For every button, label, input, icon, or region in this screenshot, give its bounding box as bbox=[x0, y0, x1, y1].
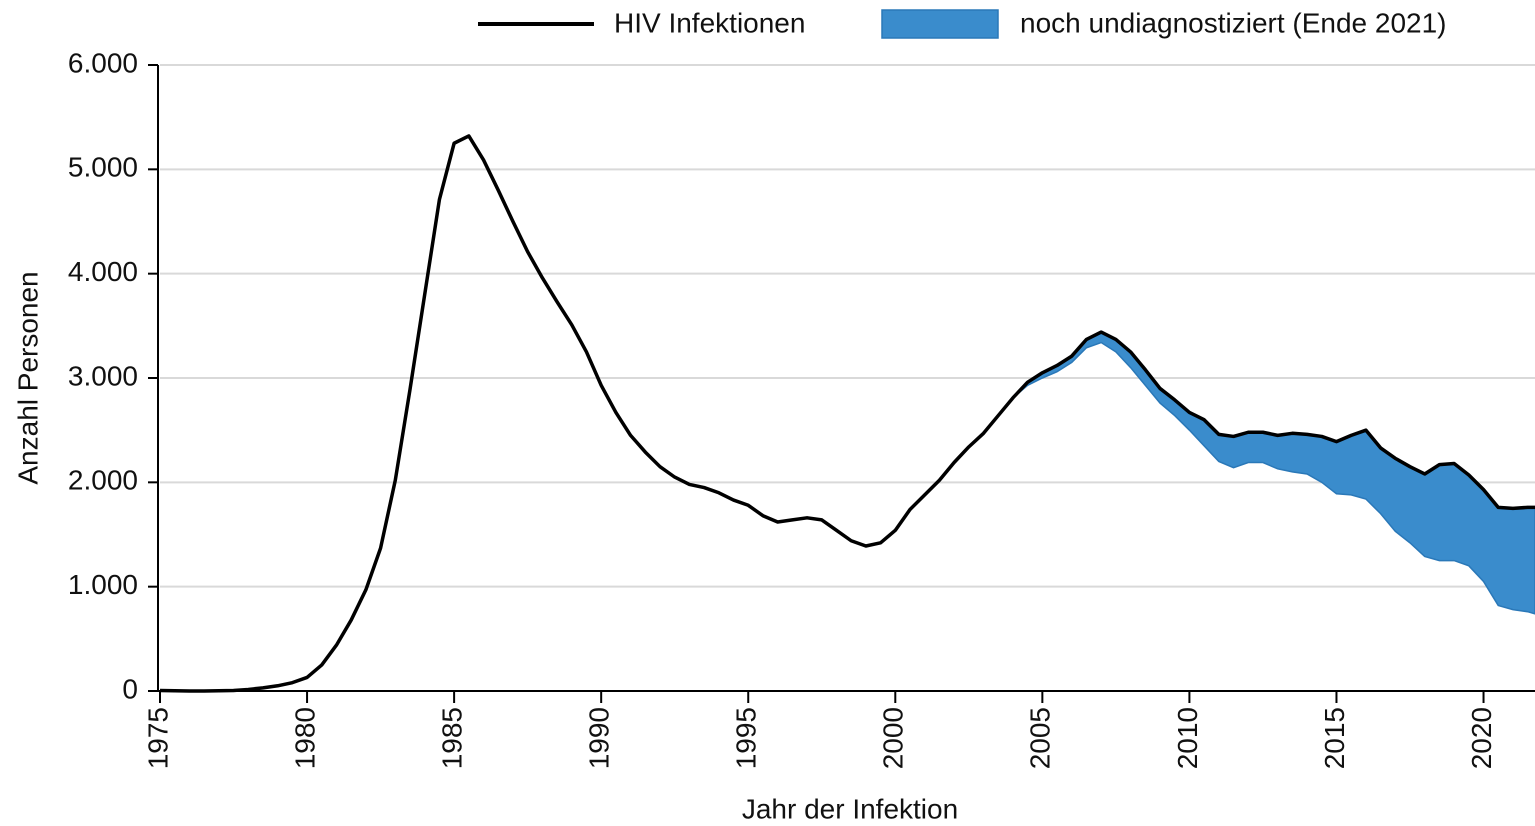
x-tick-label: 1995 bbox=[731, 707, 762, 769]
y-axis-label: Anzahl Personen bbox=[12, 271, 43, 484]
y-tick-label: 0 bbox=[122, 673, 138, 704]
x-tick-label: 2000 bbox=[878, 707, 909, 769]
x-tick-label: 1980 bbox=[289, 707, 320, 769]
y-tick-label: 1.000 bbox=[68, 569, 138, 600]
infection-line bbox=[159, 134, 1535, 693]
x-tick-label: 1975 bbox=[142, 707, 173, 769]
legend-label: noch undiagnostiziert (Ende 2021) bbox=[1020, 7, 1447, 38]
y-tick-label: 3.000 bbox=[68, 360, 138, 391]
legend-label: HIV Infektionen bbox=[614, 7, 805, 38]
undiagnosed-area bbox=[1012, 331, 1535, 615]
x-tick-label: 2020 bbox=[1466, 707, 1497, 769]
legend-swatch bbox=[881, 9, 999, 39]
y-tick-label: 4.000 bbox=[68, 256, 138, 287]
x-tick-label: 2010 bbox=[1172, 707, 1203, 769]
y-tick-label: 2.000 bbox=[68, 465, 138, 496]
x-tick-label: 2015 bbox=[1319, 707, 1350, 769]
y-tick-label: 6.000 bbox=[68, 47, 138, 78]
x-axis-label: Jahr der Infektion bbox=[742, 793, 958, 824]
x-tick-label: 1990 bbox=[584, 707, 615, 769]
x-tick-label: 1985 bbox=[437, 707, 468, 769]
y-tick-label: 5.000 bbox=[68, 152, 138, 183]
x-tick-label: 2005 bbox=[1025, 707, 1056, 769]
